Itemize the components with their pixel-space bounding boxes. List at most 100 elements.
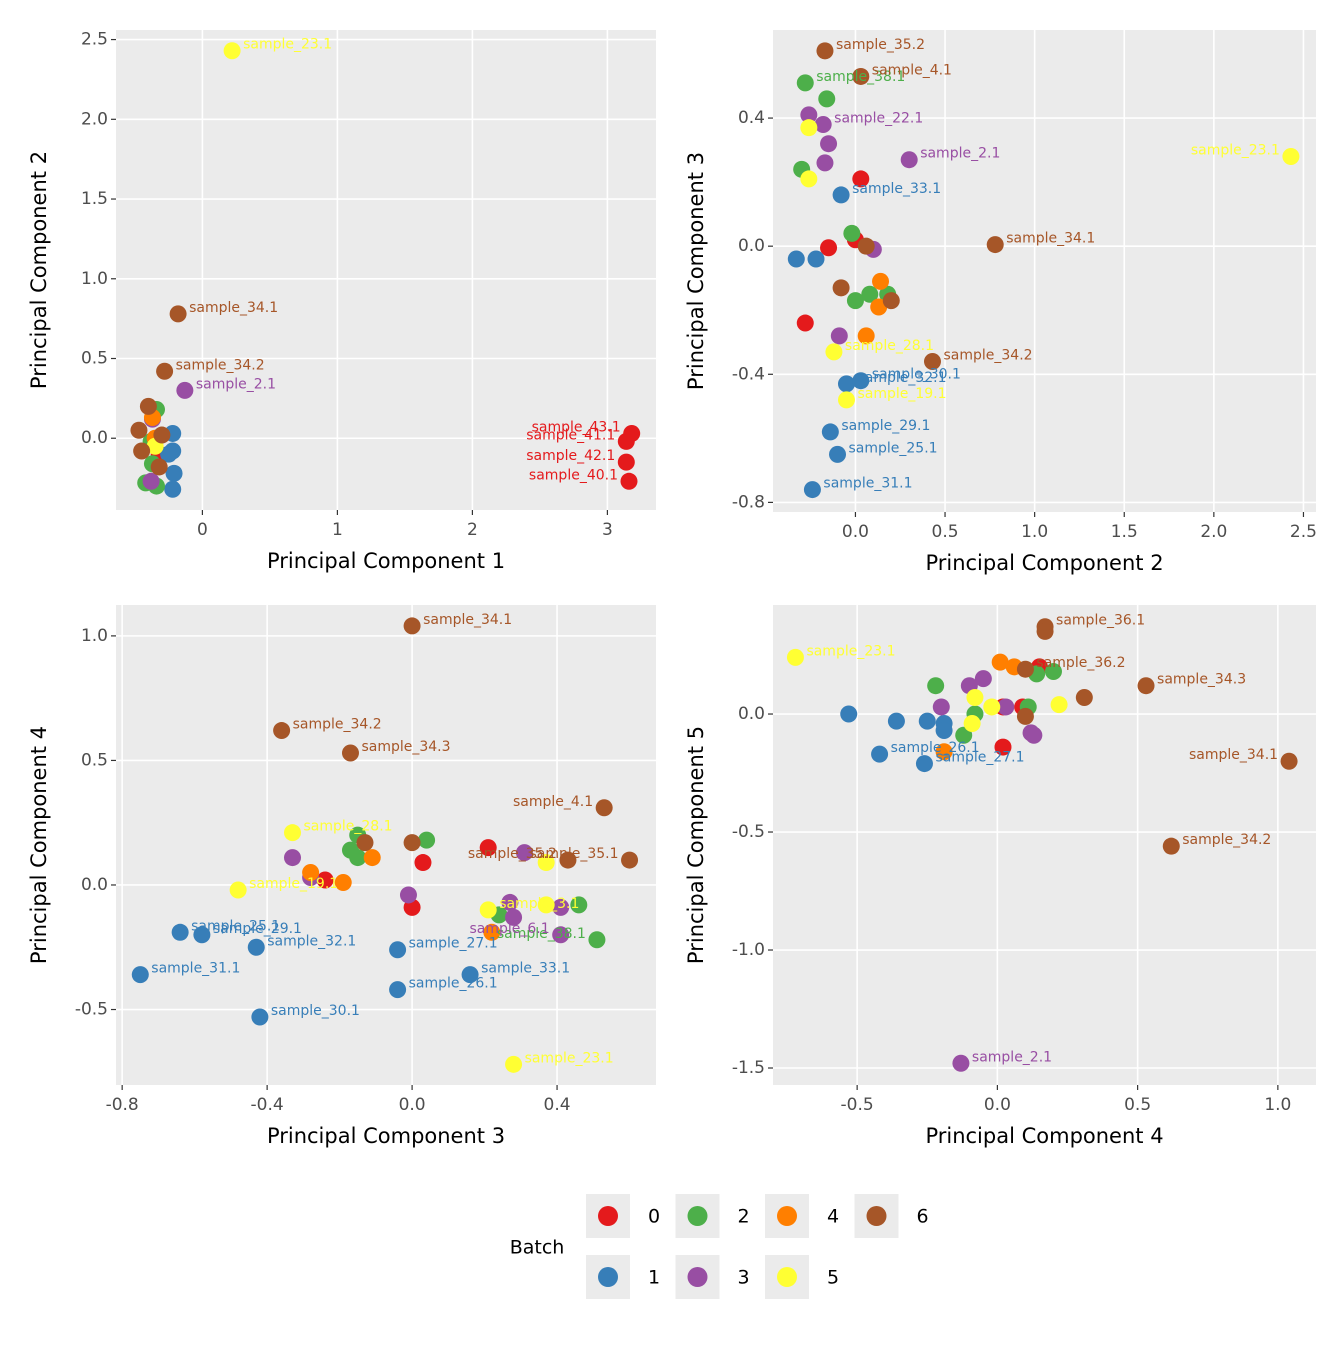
legend-label: 5 (827, 1267, 839, 1289)
point-label: sample_3.1 (499, 896, 579, 912)
point-label: sample_23.1 (1191, 143, 1280, 159)
point-label: sample_34.1 (1006, 231, 1095, 247)
point (479, 901, 497, 919)
point (150, 458, 168, 476)
point-label: sample_22.1 (834, 110, 923, 126)
point (991, 653, 1009, 671)
point (935, 743, 953, 761)
y-tick-label: -1.0 (732, 940, 765, 960)
x-tick-label: 0.5 (1124, 1095, 1151, 1115)
point-label: sample_32.1 (267, 933, 356, 949)
point (283, 849, 301, 867)
point (595, 799, 613, 817)
point (818, 90, 836, 108)
point-label: sample_32.1 (857, 370, 946, 386)
point (840, 705, 858, 723)
point (1162, 837, 1180, 855)
point (559, 851, 577, 869)
point (963, 714, 981, 732)
point (483, 923, 501, 941)
point (986, 236, 1004, 254)
point (796, 74, 814, 92)
point (515, 844, 533, 862)
x-axis-title: Principal Component 2 (925, 551, 1163, 575)
point (501, 893, 519, 911)
point (816, 42, 834, 60)
legend-swatch (598, 1267, 618, 1287)
point (1016, 707, 1034, 725)
x-axis-title: Principal Component 1 (267, 549, 505, 573)
x-tick-label: 0.0 (399, 1095, 426, 1115)
point-label: sample_34.2 (293, 717, 382, 733)
point (857, 237, 875, 255)
legend-swatch (598, 1206, 618, 1226)
x-tick-label: 0.5 (932, 522, 959, 542)
point (142, 472, 160, 490)
legend-swatch (777, 1267, 797, 1287)
point-label: sample_36.1 (1056, 613, 1145, 629)
plot-background (773, 30, 1316, 512)
point-label: sample_19.1 (857, 386, 946, 402)
point (273, 722, 291, 740)
x-tick-label: 0.0 (842, 522, 869, 542)
y-tick-label: -0.4 (732, 364, 765, 384)
point-label: sample_34.3 (361, 739, 450, 755)
point (872, 272, 890, 290)
point (316, 871, 334, 889)
plot-background (773, 605, 1316, 1085)
point (820, 135, 838, 153)
point-label: sample_35.2 (468, 846, 557, 862)
point (997, 698, 1015, 716)
point (171, 923, 189, 941)
plot-background (116, 30, 656, 510)
point-label: sample_25.1 (849, 440, 938, 456)
point-label: sample_34.3 (1157, 672, 1246, 688)
point (479, 839, 497, 857)
y-tick-label: 0.5 (81, 349, 108, 369)
point-label: sample_35.2 (836, 37, 925, 53)
point (852, 372, 870, 390)
point (927, 677, 945, 695)
point (843, 224, 861, 242)
point (570, 896, 588, 914)
point (932, 698, 950, 716)
legend-label: 2 (738, 1206, 750, 1228)
point (363, 849, 381, 867)
point (617, 432, 635, 450)
x-tick-label: 0.0 (984, 1095, 1011, 1115)
point (552, 926, 570, 944)
point-label: sample_2.1 (196, 376, 276, 392)
point-label: sample_34.1 (189, 300, 278, 316)
point (505, 908, 523, 926)
x-tick-label: 2 (467, 520, 478, 540)
point (923, 352, 941, 370)
point (552, 898, 570, 916)
point (861, 285, 879, 303)
point (830, 327, 848, 345)
point (800, 106, 818, 124)
point (356, 834, 374, 852)
point (139, 397, 157, 415)
point (403, 617, 421, 635)
point-label: sample_42.1 (526, 448, 615, 464)
x-tick-label: 0.4 (544, 1095, 571, 1115)
point (915, 755, 933, 773)
y-tick-label: 0.0 (81, 428, 108, 448)
x-tick-label: 1.5 (1111, 522, 1138, 542)
point (130, 421, 148, 439)
point-label: sample_2.1 (972, 1049, 1052, 1065)
point (461, 966, 479, 984)
point (796, 314, 814, 332)
point (983, 698, 1001, 716)
point (832, 186, 850, 204)
point (418, 831, 436, 849)
y-tick-label: 1.5 (81, 189, 108, 209)
point (131, 966, 149, 984)
y-tick-label: -0.8 (732, 492, 765, 512)
point (1050, 696, 1068, 714)
x-tick-label: 1.0 (1021, 522, 1048, 542)
point-label: sample_27.1 (935, 750, 1024, 766)
point (852, 170, 870, 188)
point-label: sample_41.1 (526, 427, 615, 443)
point (399, 886, 417, 904)
